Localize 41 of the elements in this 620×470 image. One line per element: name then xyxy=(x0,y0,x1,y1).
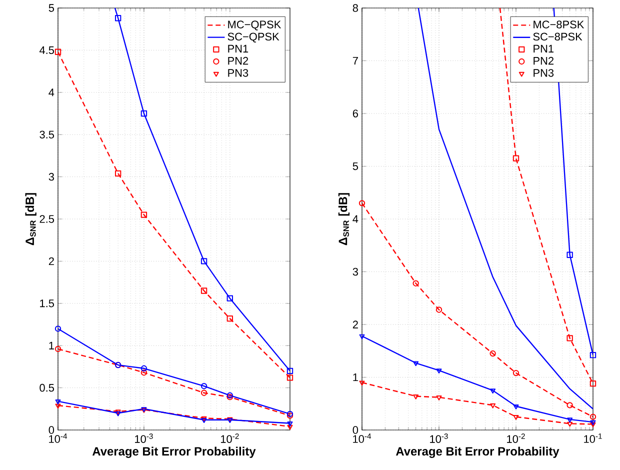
y-tick-label: 0 xyxy=(352,426,358,434)
y-tick-label: 4 xyxy=(48,88,54,96)
y-tick-label: 3.5 xyxy=(40,130,54,138)
x-tick-label: 10$^{-3}$ xyxy=(135,434,153,443)
y-tick-label: 2 xyxy=(352,320,358,328)
y-tick-label: 5 xyxy=(352,162,358,170)
legend-label: PN3 xyxy=(534,69,554,77)
legend-label: PN1 xyxy=(534,44,554,52)
y-tick-label: 0.5 xyxy=(40,384,54,392)
y-tick-label: 3 xyxy=(352,268,358,276)
y-tick-label: 6 xyxy=(352,110,358,118)
legend-label: SC−8PSK xyxy=(533,32,582,41)
y-tick-label: 8 xyxy=(352,4,358,12)
y-tick-label: 0 xyxy=(48,426,54,434)
y-tick-label: 1.5 xyxy=(40,300,54,308)
y-axis-title: Δ$_{SNR}$ [dB] xyxy=(338,193,350,246)
y-tick-label: 4.5 xyxy=(39,46,54,54)
x-axis-title: Average Bit Error Probability xyxy=(396,446,560,458)
x-tick-label: 10$^{-4}$ xyxy=(49,434,68,443)
legend-label: MC−QPSK xyxy=(228,20,282,30)
y-tick-label: 2 xyxy=(48,257,54,266)
legend-label: PN2 xyxy=(534,56,554,65)
x-tick-label: 10$^{-2}$ xyxy=(507,434,525,443)
x-tick-label: 10$^{-1}$ xyxy=(584,434,602,443)
y-tick-label: 1 xyxy=(49,342,54,350)
legend-label: MC−8PSK xyxy=(534,20,584,28)
x-axis-title: Average Bit Error Probability xyxy=(92,446,256,458)
legend-label: PN1 xyxy=(228,44,248,52)
y-tick-label: 3 xyxy=(48,172,54,181)
y-tick-label: 1 xyxy=(353,373,358,382)
y-tick-label: 7 xyxy=(352,56,358,65)
y-tick-label: 2.5 xyxy=(40,215,54,223)
legend-label: PN2 xyxy=(228,56,248,65)
x-tick-label: 10$^{-2}$ xyxy=(220,434,239,443)
legend-label: PN3 xyxy=(228,69,248,77)
y-axis-title: Δ$_{SNR}$ [dB] xyxy=(25,193,36,246)
y-tick-label: 5 xyxy=(48,4,54,12)
x-tick-label: 10$^{-4}$ xyxy=(353,434,372,443)
legend-label: SC−QPSK xyxy=(228,32,280,42)
y-tick-label: 4 xyxy=(352,215,358,223)
x-tick-label: 10$^{-3}$ xyxy=(430,434,448,443)
